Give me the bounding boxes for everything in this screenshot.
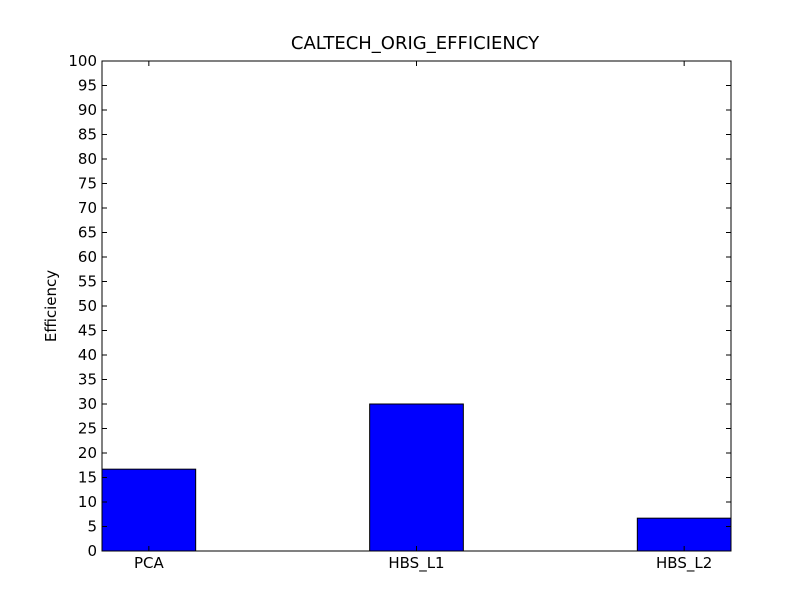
y-tick-label: 90 — [78, 101, 97, 119]
y-tick-label: 10 — [78, 493, 97, 511]
y-tick-label: 55 — [78, 273, 97, 291]
x-tick-label: PCA — [134, 554, 165, 572]
y-tick-label: 70 — [78, 199, 97, 217]
y-tick-label: 65 — [78, 224, 97, 242]
bar-hbs-l1 — [369, 403, 464, 552]
y-tick-label: 75 — [78, 175, 97, 193]
y-tick-label: 80 — [78, 150, 97, 168]
y-tick-label: 45 — [78, 322, 97, 340]
y-ticks-group: 0 5 10 15 20 25 30 35 40 45 50 55 60 65 70 75 80 85 90 95 10… — [68, 52, 731, 560]
y-tick-label: 20 — [78, 444, 97, 462]
y-tick-label: 85 — [78, 126, 97, 144]
y-tick-label: 95 — [78, 77, 97, 95]
y-tick-label: 60 — [78, 248, 97, 266]
y-tick-label: 0 — [87, 542, 97, 560]
x-tick-label: HBS_L2 — [656, 554, 712, 573]
y-tick-label: 35 — [78, 371, 97, 389]
y-tick-label: 40 — [78, 346, 97, 364]
bar-pca — [101, 468, 197, 552]
y-tick-label: 30 — [78, 395, 97, 413]
x-ticks-group: PCA HBS_L1 HBS_L2 — [134, 61, 712, 573]
bars-group — [101, 403, 732, 552]
x-tick-label: HBS_L1 — [388, 554, 444, 573]
bar-hbs-l2 — [636, 517, 732, 552]
y-tick-label: 50 — [78, 297, 97, 315]
y-tick-label: 15 — [78, 469, 97, 487]
y-axis-label: Efficiency — [42, 270, 60, 342]
y-tick-label: 25 — [78, 420, 97, 438]
plot-frame — [101, 60, 732, 552]
chart-title: CALTECH_ORIG_EFFICIENCY — [291, 33, 540, 54]
y-tick-label: 100 — [68, 52, 97, 70]
y-tick-label: 5 — [87, 518, 97, 536]
